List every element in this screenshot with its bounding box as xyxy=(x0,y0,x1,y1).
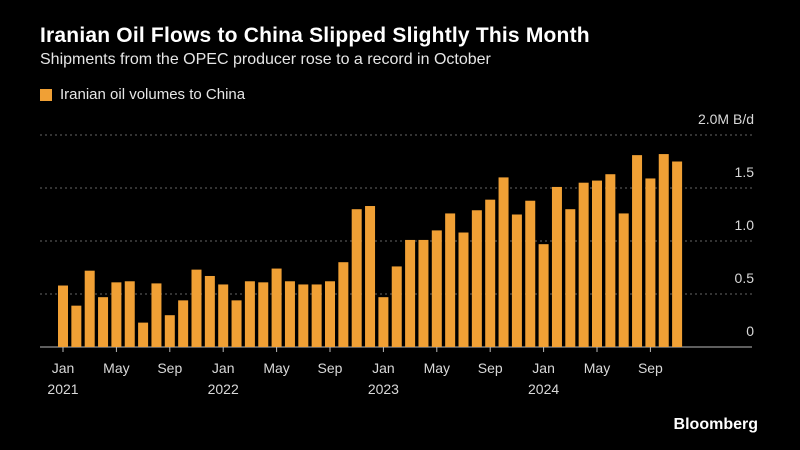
bar xyxy=(632,155,643,347)
bar xyxy=(138,322,149,347)
bar xyxy=(672,161,683,347)
legend-label: Iranian oil volumes to China xyxy=(60,86,246,103)
bar xyxy=(231,300,242,347)
y-tick-label: 1.0 xyxy=(735,217,755,233)
bar xyxy=(338,262,349,347)
bar-series xyxy=(58,154,683,347)
y-tick-label: 0 xyxy=(746,323,754,339)
x-tick-year-label: 2023 xyxy=(368,381,399,397)
bar xyxy=(204,275,215,347)
bar xyxy=(244,281,255,347)
x-tick-label: May xyxy=(424,360,450,376)
y-tick-label: 0.5 xyxy=(735,270,755,286)
chart-title: Iranian Oil Flows to China Slipped Sligh… xyxy=(40,24,590,47)
x-tick-year-label: 2021 xyxy=(47,381,78,397)
bar xyxy=(525,200,536,347)
bar xyxy=(645,178,656,347)
bar xyxy=(592,180,602,347)
bar xyxy=(111,282,122,347)
bar xyxy=(605,174,616,347)
bar xyxy=(458,232,469,347)
bar xyxy=(164,315,175,347)
x-tick-label: Sep xyxy=(638,360,663,376)
chart-subtitle: Shipments from the OPEC producer rose to… xyxy=(40,51,491,68)
x-tick-year-label: 2022 xyxy=(208,381,239,397)
bar xyxy=(218,284,229,347)
bar xyxy=(445,213,456,347)
legend: Iranian oil volumes to China xyxy=(40,86,245,103)
bar xyxy=(565,209,576,347)
x-tick-label: Jan xyxy=(212,360,235,376)
x-tick-label: Sep xyxy=(318,360,343,376)
x-tick-label: May xyxy=(103,360,129,376)
bar xyxy=(578,182,589,347)
x-tick-label: Jan xyxy=(532,360,555,376)
bar xyxy=(391,266,402,347)
bar xyxy=(271,268,282,347)
bar xyxy=(498,177,509,347)
x-tick-label: Sep xyxy=(157,360,182,376)
x-tick-label: Jan xyxy=(52,360,75,376)
y-tick-label: 2.0M B/d xyxy=(698,111,754,127)
bar xyxy=(284,281,295,347)
bar xyxy=(258,282,269,347)
bar xyxy=(551,186,562,347)
bar xyxy=(511,214,522,347)
x-tick-label: Sep xyxy=(478,360,503,376)
bar xyxy=(365,206,376,347)
bar xyxy=(325,281,335,347)
bar xyxy=(191,269,202,347)
bar xyxy=(311,284,322,347)
bar xyxy=(98,297,109,347)
bar xyxy=(378,297,389,347)
bar xyxy=(405,239,416,347)
bar xyxy=(538,244,549,347)
x-tick-label: May xyxy=(584,360,610,376)
bar xyxy=(151,283,162,347)
x-tick-label: May xyxy=(263,360,289,376)
bar xyxy=(618,213,629,347)
y-axis-ticks: 0 0.5 1.0 1.5 2.0M B/d xyxy=(698,111,754,339)
bar xyxy=(658,154,669,347)
bar xyxy=(84,270,95,347)
bar xyxy=(431,230,442,347)
x-tick-label: Jan xyxy=(372,360,395,376)
bar xyxy=(58,285,68,347)
bar xyxy=(418,239,429,347)
x-tick-year-label: 2024 xyxy=(528,381,559,397)
legend-swatch xyxy=(40,88,52,101)
bar xyxy=(471,210,482,347)
bar xyxy=(351,209,362,347)
bloomberg-logo: Bloomberg xyxy=(673,416,758,433)
bar xyxy=(485,199,496,347)
bar xyxy=(178,300,189,347)
bar xyxy=(71,305,82,347)
bar xyxy=(298,284,309,347)
x-axis-ticks: Jan 2021 May Sep Jan 2022 May Sep Jan 2023 May Sep J… xyxy=(47,347,663,397)
bar xyxy=(124,281,135,347)
y-tick-label: 1.5 xyxy=(735,164,755,180)
